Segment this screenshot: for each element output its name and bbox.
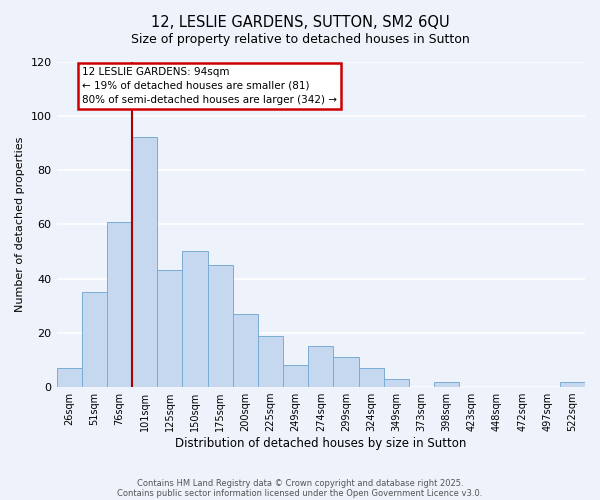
Bar	[258, 336, 283, 387]
Bar	[157, 270, 182, 387]
Bar	[434, 382, 459, 387]
Bar	[334, 357, 359, 387]
Bar	[308, 346, 334, 387]
Bar	[132, 138, 157, 387]
X-axis label: Distribution of detached houses by size in Sutton: Distribution of detached houses by size …	[175, 437, 466, 450]
Bar	[208, 265, 233, 387]
Y-axis label: Number of detached properties: Number of detached properties	[15, 136, 25, 312]
Bar	[359, 368, 383, 387]
Text: Contains HM Land Registry data © Crown copyright and database right 2025.: Contains HM Land Registry data © Crown c…	[137, 478, 463, 488]
Bar	[283, 366, 308, 387]
Text: 12, LESLIE GARDENS, SUTTON, SM2 6QU: 12, LESLIE GARDENS, SUTTON, SM2 6QU	[151, 15, 449, 30]
Text: Size of property relative to detached houses in Sutton: Size of property relative to detached ho…	[131, 32, 469, 46]
Bar	[82, 292, 107, 387]
Text: Contains public sector information licensed under the Open Government Licence v3: Contains public sector information licen…	[118, 488, 482, 498]
Bar	[107, 222, 132, 387]
Bar	[560, 382, 585, 387]
Bar	[383, 379, 409, 387]
Bar	[56, 368, 82, 387]
Text: 12 LESLIE GARDENS: 94sqm
← 19% of detached houses are smaller (81)
80% of semi-d: 12 LESLIE GARDENS: 94sqm ← 19% of detach…	[82, 67, 337, 105]
Bar	[233, 314, 258, 387]
Bar	[182, 252, 208, 387]
